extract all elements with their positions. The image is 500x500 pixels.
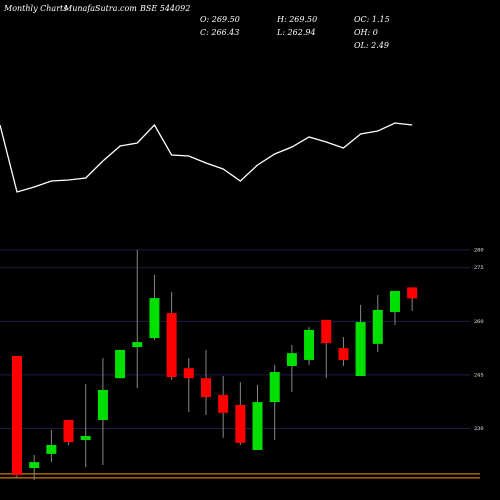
candle-body [63,419,74,443]
ohlc-info: L: 262.94 [276,28,316,37]
candle-body [149,298,160,339]
ohlc-info: H: 269.50 [276,15,317,24]
candle-body [12,355,22,475]
chart-title: Monthly Charts [3,4,67,13]
candle-body [97,389,108,420]
y-tick-label: 245 [474,372,484,378]
indicator-line [0,122,413,193]
candle-body [29,462,40,468]
source: MunafaSutra.com [63,4,137,13]
candle-body [235,404,246,443]
candle-body [269,372,280,403]
y-tick-label: 275 [474,265,484,271]
y-tick-label: 260 [474,319,484,325]
y-tick-label: 230 [474,426,484,432]
candle-body [407,287,418,299]
candle-body [183,368,194,379]
symbol: BSE 544092 [139,4,190,13]
candle-body [304,329,315,360]
candle-body [46,444,57,454]
candle-body [132,342,143,348]
ohlc-info: OC: 1.15 [354,15,390,24]
candle-body [80,436,91,440]
y-tick-label: 280 [474,247,484,253]
candle-body [218,394,229,413]
candle-body [286,353,297,366]
candle-body [115,349,126,379]
candle-body [166,313,177,378]
candle-body [321,319,332,344]
candle-body [372,309,383,344]
ohlc-info: OH: 0 [354,28,378,37]
ohlc-info: OL: 2.49 [354,41,389,50]
candle-body [338,348,349,360]
candle-body [355,322,366,377]
candle-body [252,402,263,450]
ohlc-info: O: 269.50 [200,15,240,24]
candle-body [200,378,211,398]
ohlc-info: C: 266.43 [200,28,239,37]
candle-body [389,290,400,313]
